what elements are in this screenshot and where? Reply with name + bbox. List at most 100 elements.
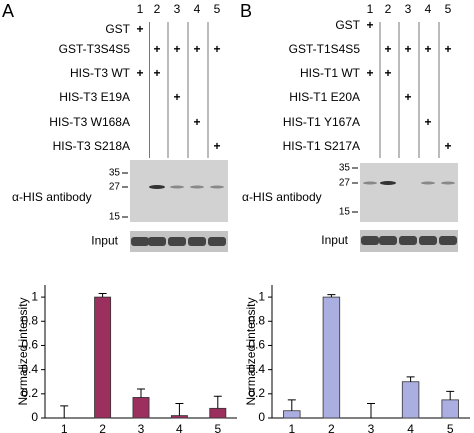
error-bar: [446, 390, 455, 400]
plus-mark: +: [193, 115, 200, 129]
input-band: [148, 237, 166, 246]
input-band: [439, 236, 457, 245]
input-band: [419, 236, 437, 245]
error-bar: [367, 402, 375, 418]
row-label: GST-T1S4S5: [289, 42, 361, 56]
y-tick-label: 0.8: [248, 313, 265, 327]
error-bar: [327, 294, 336, 298]
blot-band: [380, 181, 396, 185]
bar: [170, 415, 188, 419]
plus-mark: +: [384, 66, 391, 80]
blot-label: α-HIS antibody: [12, 190, 92, 204]
blot-band: [149, 185, 165, 189]
plus-mark: +: [136, 66, 143, 80]
input-band: [131, 237, 149, 246]
marker-label: 35: [109, 168, 121, 179]
x-tick-label: 1: [288, 422, 295, 433]
plus-mark: +: [366, 66, 373, 80]
row-label: GST: [105, 22, 130, 36]
plus-mark: +: [136, 22, 143, 36]
y-tick-label: 1: [258, 289, 265, 303]
row-label: HIS-T1 Y167A: [283, 115, 360, 129]
row-label: HIS-T1 S217A: [283, 139, 360, 153]
lane-number: 5: [214, 2, 221, 16]
bar: [283, 410, 301, 419]
lane-number: 2: [154, 2, 161, 16]
plus-mark: +: [404, 42, 411, 56]
bar: [94, 296, 112, 419]
x-tick-label: 3: [138, 422, 145, 433]
y-tick-label: 0.4: [248, 362, 265, 376]
input-band: [379, 236, 397, 245]
plus-mark: +: [444, 42, 451, 56]
y-tick-label: 0.2: [248, 386, 265, 400]
input-band: [168, 237, 186, 246]
y-tick-label: 0: [31, 410, 38, 424]
plus-mark: +: [213, 42, 220, 56]
blot-band: [190, 185, 204, 189]
plus-mark: +: [384, 42, 391, 56]
lane-number: 2: [385, 2, 392, 16]
x-tick-label: 1: [61, 422, 68, 433]
plus-mark: +: [173, 42, 180, 56]
row-label: HIS-T1 WT: [300, 66, 361, 80]
input-band: [208, 237, 226, 246]
x-tick-label: 3: [368, 422, 375, 433]
row-label: HIS-T3 S218A: [53, 139, 130, 153]
blot-band: [210, 185, 224, 189]
lane-number: 1: [367, 2, 374, 16]
bar: [209, 407, 227, 419]
lane-number: 4: [194, 2, 201, 16]
row-label: GST: [335, 18, 360, 32]
y-axis-label: Normalized intensity: [244, 297, 258, 405]
plus-mark: +: [404, 90, 411, 104]
blot-band: [363, 181, 377, 185]
input-band: [399, 236, 417, 245]
plus-mark: +: [424, 42, 431, 56]
error-bar: [60, 405, 69, 418]
x-tick-label: 5: [447, 422, 454, 433]
plus-mark: +: [213, 139, 220, 153]
lane-number: 3: [405, 2, 412, 16]
y-tick-label: 0: [258, 410, 265, 424]
blot-band: [170, 185, 184, 189]
y-tick-label: 1: [31, 289, 38, 303]
lane-number: 4: [425, 2, 432, 16]
y-tick-label: 0.6: [21, 338, 38, 352]
y-tick-label: 0.2: [21, 386, 38, 400]
x-tick-label: 5: [214, 422, 221, 433]
input-band: [188, 237, 206, 246]
error-bar: [406, 376, 415, 382]
input-label: Input: [321, 233, 348, 247]
panel-letter: B: [240, 1, 252, 21]
plus-mark: +: [153, 42, 160, 56]
lane-number: 5: [445, 2, 452, 16]
bar: [132, 397, 150, 419]
marker-label: 15: [339, 207, 351, 218]
input-band: [361, 236, 379, 245]
blot: [360, 163, 458, 222]
bar: [441, 399, 459, 419]
row-label: HIS-T3 W168A: [49, 115, 130, 129]
marker-label: 35: [339, 163, 351, 174]
y-axis-label: Normalized intensity: [16, 297, 30, 405]
y-tick-label: 0.6: [248, 338, 265, 352]
plus-mark: +: [193, 42, 200, 56]
y-tick-label: 0.8: [21, 313, 38, 327]
error-bar: [98, 292, 107, 298]
error-bar: [213, 395, 222, 409]
plus-mark: +: [444, 139, 451, 153]
row-label: GST-T3S4S5: [59, 42, 131, 56]
lane-number: 1: [137, 2, 144, 16]
plus-mark: +: [366, 18, 373, 32]
plus-mark: +: [424, 115, 431, 129]
row-label: HIS-T3 E19A: [59, 90, 130, 104]
blot: [130, 160, 228, 222]
lane-number: 3: [174, 2, 181, 16]
bar: [401, 381, 420, 419]
error-bar: [175, 402, 184, 416]
row-label: HIS-T3 WT: [70, 66, 131, 80]
blot-band: [441, 181, 455, 185]
error-bar: [287, 399, 296, 411]
